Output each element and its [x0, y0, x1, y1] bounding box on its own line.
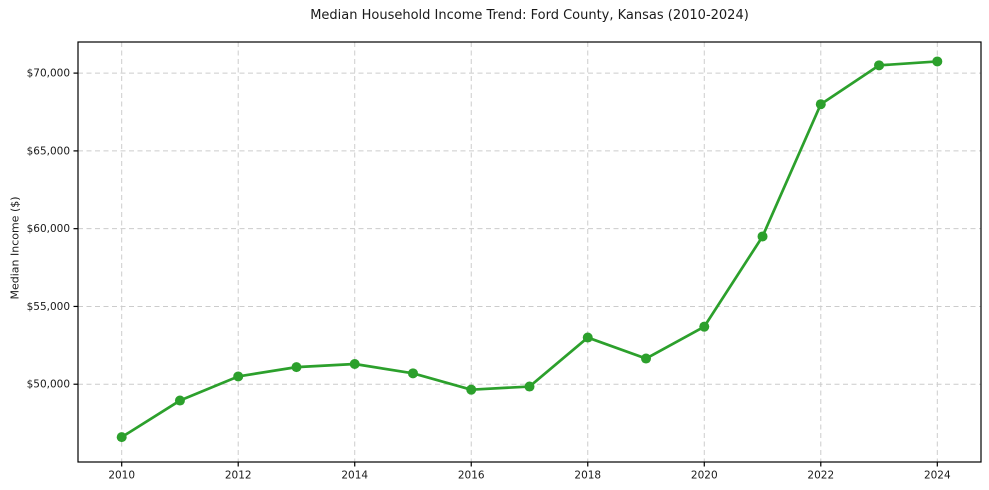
- x-tick-label: 2016: [458, 470, 485, 482]
- data-point-2024: [932, 56, 943, 67]
- chart-title: Median Household Income Trend: Ford Coun…: [310, 8, 749, 23]
- trend-line: [120, 60, 939, 439]
- data-point-2015: [407, 368, 418, 379]
- y-tick-label: $55,000: [27, 301, 70, 313]
- x-tick-label: 2022: [807, 470, 834, 482]
- x-tick-label: 2014: [341, 470, 368, 482]
- x-tick-label: 2010: [108, 470, 135, 482]
- plot-border: [77, 41, 982, 463]
- x-tick-label: 2020: [691, 470, 718, 482]
- data-point-2021: [757, 231, 768, 242]
- y-tick-label: $65,000: [27, 145, 70, 157]
- data-point-2010: [116, 432, 127, 443]
- x-tick-label: 2012: [225, 470, 252, 482]
- data-point-2018: [582, 332, 593, 343]
- data-point-2022: [815, 99, 826, 110]
- data-point-2023: [874, 60, 885, 71]
- data-point-2017: [524, 381, 535, 392]
- x-tick-label: 2018: [574, 470, 601, 482]
- data-point-2014: [349, 359, 360, 369]
- x-tick-label: 2024: [924, 470, 951, 482]
- data-point-2013: [291, 362, 302, 373]
- data-point-2012: [233, 371, 244, 382]
- data-point-2020: [699, 321, 710, 332]
- y-tick-label: $50,000: [27, 379, 70, 391]
- y-tick-label: $70,000: [27, 68, 70, 80]
- data-point-2011: [174, 395, 185, 406]
- data-point-2019: [641, 353, 652, 364]
- y-tick-label: $60,000: [27, 223, 70, 235]
- data-point-2016: [466, 384, 477, 395]
